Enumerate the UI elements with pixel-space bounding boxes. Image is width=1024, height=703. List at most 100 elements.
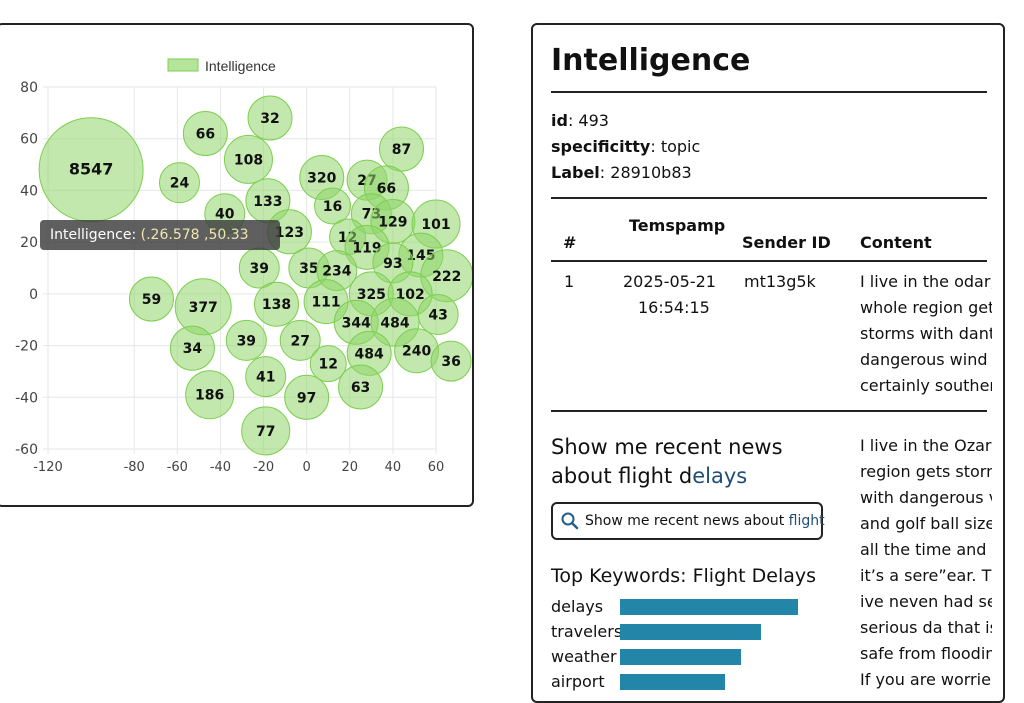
row-content: I live in the odar, t whole region get s… (860, 269, 992, 399)
content-line: I live in the odar, t (860, 272, 992, 291)
content-line: region gets storn (860, 462, 992, 481)
bubble[interactable] (284, 374, 330, 420)
bubble-label: 138 (262, 297, 291, 313)
query-heading: Show me recent news about flight delays (551, 433, 811, 491)
keyword-bar[interactable] (620, 674, 725, 690)
meta-label-key: Label (551, 163, 600, 182)
y-tick-label: -40 (15, 390, 38, 406)
bubble-label: 40 (215, 207, 235, 223)
content-line: dangerous wind (860, 350, 988, 369)
bubble[interactable] (247, 95, 293, 141)
content-line: storms with dant (860, 324, 992, 343)
bubble[interactable] (279, 319, 321, 361)
bubble-label: 222 (432, 269, 461, 285)
bubble[interactable] (430, 340, 472, 382)
bubble-label: 111 (311, 295, 340, 311)
meta-label: Label: 28910b83 (551, 163, 692, 182)
bubble[interactable] (169, 325, 215, 371)
bubble-label: 186 (195, 388, 224, 404)
y-tick-label: 80 (20, 80, 38, 96)
y-tick-label: -20 (15, 339, 38, 355)
bubble-label: 344 (342, 315, 371, 331)
table-row-divider (551, 410, 987, 412)
keyword-label: airport (551, 672, 605, 691)
keyword-bar[interactable] (620, 624, 761, 640)
bubble[interactable] (379, 126, 425, 172)
bubble-label: 484 (355, 346, 384, 362)
bubble-label: 32 (260, 111, 279, 127)
bubble[interactable] (185, 370, 235, 420)
bubble-label: 87 (392, 142, 411, 158)
chart-tooltip: Intelligence: (.26.578 ,50.33 (40, 220, 280, 250)
x-tick-label: -60 (167, 460, 188, 475)
search-text: Show me recent news about flight (585, 513, 825, 529)
bubble-label: 101 (421, 217, 450, 233)
bubble-label: 8547 (69, 160, 114, 179)
x-tick-label: -80 (124, 460, 145, 475)
tooltip-colon: : (131, 227, 137, 243)
bubble-label: 119 (352, 240, 381, 256)
bubble[interactable] (128, 276, 174, 322)
col-header-num[interactable]: # (563, 233, 577, 252)
bubble-label: 102 (396, 287, 425, 303)
bubble-label: 59 (142, 292, 161, 308)
content-line: safe from floodin (860, 644, 992, 663)
col-header-timestamp[interactable]: Temspamp (629, 216, 726, 235)
table-header-divider (551, 260, 987, 262)
bubble-label: 41 (256, 370, 275, 386)
y-tick-label: 40 (20, 183, 38, 199)
content-line: certainly souther (860, 376, 992, 395)
search-text-highlight: flight (788, 513, 825, 529)
bubble-label: 27 (290, 333, 309, 349)
y-tick-label: -60 (15, 442, 38, 458)
bubble-label: 35 (299, 261, 318, 277)
bubble[interactable] (225, 319, 267, 361)
y-tick-label: 60 (20, 132, 38, 148)
x-tick-label: 20 (342, 460, 359, 475)
tooltip-value: (.26.578 ,50.33 (140, 227, 249, 243)
y-tick-label: 20 (20, 235, 38, 251)
bubble[interactable] (338, 364, 384, 410)
bubble-label: 39 (237, 333, 256, 349)
content-line: and golf ball size (860, 514, 992, 533)
bubble[interactable] (245, 356, 287, 398)
bubble[interactable] (223, 134, 273, 184)
keyword-label: weather (551, 647, 617, 666)
keyword-label: delays (551, 597, 604, 616)
keyword-bar[interactable] (620, 649, 741, 665)
bubble-label: 133 (253, 194, 282, 210)
bubble[interactable] (182, 111, 228, 157)
content-continued: I live in the Ozark region gets storn wi… (860, 433, 992, 693)
bubble-label: 123 (275, 225, 304, 241)
keyword-bar[interactable] (620, 599, 798, 615)
bubble[interactable] (241, 406, 291, 456)
bubble[interactable] (253, 281, 299, 327)
bubble-label: 39 (250, 261, 269, 277)
meta-id-value: : 493 (567, 111, 609, 130)
bubble-label: 129 (378, 214, 407, 230)
keyword-label: travelers (551, 622, 623, 641)
bubble[interactable] (417, 294, 459, 336)
detail-panel: Intelligence id: 493 specificitty: topic… (531, 23, 1005, 703)
search-input[interactable]: Show me recent news about flight (551, 502, 825, 540)
bubble[interactable] (314, 187, 352, 225)
bubble-label: 320 (307, 171, 336, 187)
col-header-content[interactable]: Content (860, 233, 932, 252)
bubble-label: 93 (383, 256, 402, 272)
query-text: Show me recent news about flight d (551, 435, 783, 488)
keywords-title: Top Keywords: Flight Delays (551, 565, 817, 587)
col-header-sender[interactable]: Sender ID (742, 233, 831, 252)
content-line: all the time and c (860, 540, 992, 559)
meta-id: id: 493 (551, 111, 609, 130)
title-divider (551, 91, 987, 93)
bubble-label: 377 (189, 300, 218, 316)
content-line: I live in the Ozark (860, 436, 992, 455)
meta-id-key: id (551, 111, 568, 130)
bubble[interactable] (309, 345, 347, 383)
x-tick-label: 40 (385, 460, 402, 475)
meta-spec-value: : topic (650, 137, 701, 156)
bubble-chart[interactable]: -120 -80 -60 -40 -20 0 20 40 60 80 60 40 20 0 -20 -40 -6… (0, 25, 474, 507)
bubble-label: 77 (256, 424, 275, 440)
content-line: whole region get (860, 298, 992, 317)
bubble[interactable] (158, 162, 200, 204)
